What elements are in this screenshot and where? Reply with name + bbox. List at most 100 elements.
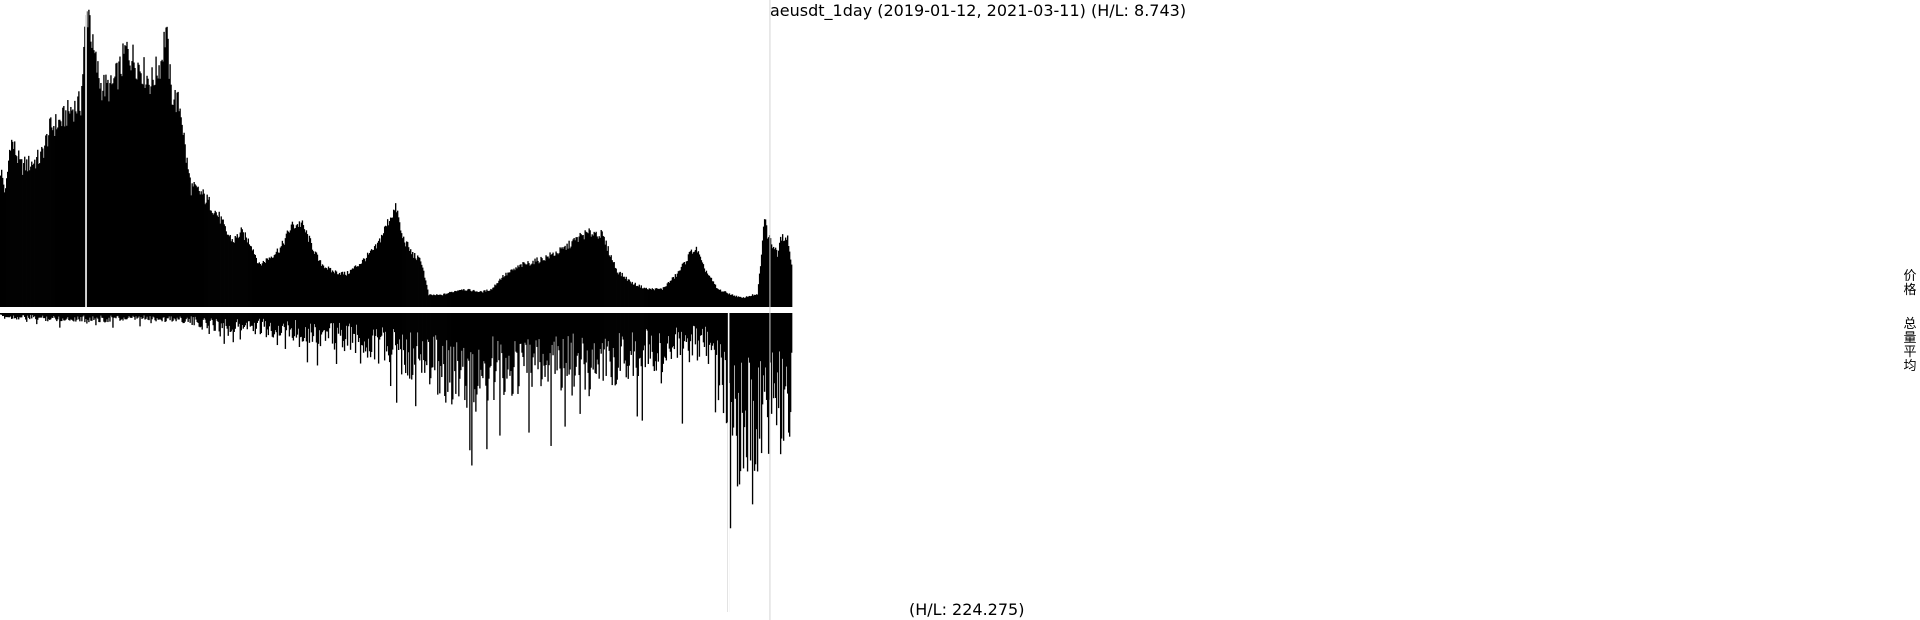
volume-bar <box>74 313 76 318</box>
volume-bar <box>204 313 206 320</box>
price-bar <box>137 62 139 308</box>
price-bar <box>724 291 727 307</box>
volume-bar <box>475 313 477 412</box>
volume-bar <box>776 313 779 373</box>
volume-bar <box>310 313 313 333</box>
volume-bar <box>326 313 329 332</box>
price-bar <box>585 231 587 307</box>
volume-bar <box>59 313 61 328</box>
volume-bar <box>436 313 438 340</box>
volume-bar <box>501 313 503 354</box>
price-bar <box>700 260 703 307</box>
price-bar <box>479 291 481 307</box>
volume-bar <box>547 313 549 382</box>
volume-bar <box>712 313 715 344</box>
price-bar <box>172 104 174 307</box>
price-bar <box>391 217 394 307</box>
price-bar <box>377 240 380 307</box>
volume-bar <box>334 313 337 344</box>
volume-bar <box>503 313 505 395</box>
volume-bar <box>541 313 543 380</box>
volume-bar <box>273 313 276 335</box>
volume-bar <box>241 313 243 325</box>
volume-bar <box>734 313 737 399</box>
volume-bar <box>621 313 623 337</box>
price-bar <box>76 113 78 307</box>
price-bar <box>651 288 653 307</box>
volume-bar <box>217 313 219 322</box>
volume-bar <box>199 313 201 328</box>
price-bar <box>731 294 734 307</box>
price-bar <box>523 262 525 307</box>
price-bar <box>311 249 314 307</box>
volume-bar <box>228 313 230 326</box>
volume-bar <box>250 313 252 326</box>
price-series <box>0 8 793 308</box>
price-bar <box>358 264 361 307</box>
price-bar <box>448 292 450 307</box>
price-bar <box>778 242 781 307</box>
price-bar <box>325 268 328 307</box>
volume-bar <box>786 313 789 394</box>
volume-bar <box>535 313 537 341</box>
price-bar <box>405 246 407 307</box>
volume-bar <box>259 313 262 335</box>
price-bar <box>87 27 89 308</box>
volume-bar <box>763 313 766 392</box>
price-bar <box>614 267 616 307</box>
price-bar <box>237 238 239 307</box>
volume-bar <box>560 313 562 391</box>
volume-bar <box>267 313 270 336</box>
price-bar <box>773 249 776 307</box>
price-bar <box>58 119 60 307</box>
volume-bar <box>401 313 403 375</box>
volume-bar <box>423 313 425 361</box>
volume-bar <box>280 313 283 333</box>
volume-bar <box>258 313 260 319</box>
price-bar <box>638 284 640 307</box>
price-bar <box>603 236 605 307</box>
volume-bar <box>663 313 666 357</box>
price-bar <box>446 293 448 307</box>
volume-bar <box>693 313 696 327</box>
price-bar <box>291 221 294 307</box>
volume-bar <box>294 313 297 321</box>
volume-bar <box>371 313 374 336</box>
price-bar <box>703 268 706 307</box>
price-bar <box>716 288 719 307</box>
price-bar <box>512 270 514 307</box>
volume-bar <box>33 313 35 318</box>
volume-bar <box>524 313 526 343</box>
volume-bar <box>90 313 92 321</box>
price-bar <box>136 79 138 308</box>
price-bar <box>441 295 443 307</box>
price-bar <box>354 265 357 307</box>
price-bar <box>395 203 397 307</box>
volume-bar <box>741 313 744 413</box>
volume-bar <box>112 313 114 328</box>
price-bar <box>32 164 34 307</box>
price-bar <box>650 289 652 307</box>
volume-bar <box>570 313 572 343</box>
volume-bar <box>551 313 553 345</box>
volume-bar <box>203 313 205 319</box>
price-bar <box>499 278 501 307</box>
price-bar <box>141 83 143 307</box>
volume-bar <box>574 313 576 376</box>
volume-bar <box>301 313 304 342</box>
price-bar <box>699 256 702 307</box>
price-bar <box>14 141 16 307</box>
volume-bar <box>377 313 380 364</box>
price-bar <box>735 295 738 307</box>
price-bar <box>660 288 663 307</box>
volume-bar <box>337 313 340 334</box>
price-bar <box>736 297 739 307</box>
price-bar <box>642 288 644 307</box>
price-bar <box>661 289 664 307</box>
price-bar <box>481 291 483 307</box>
price-bar <box>263 261 266 307</box>
volume-series <box>0 313 793 612</box>
price-bar <box>280 246 283 307</box>
price-bar <box>144 87 146 308</box>
volume-bar <box>352 313 355 334</box>
